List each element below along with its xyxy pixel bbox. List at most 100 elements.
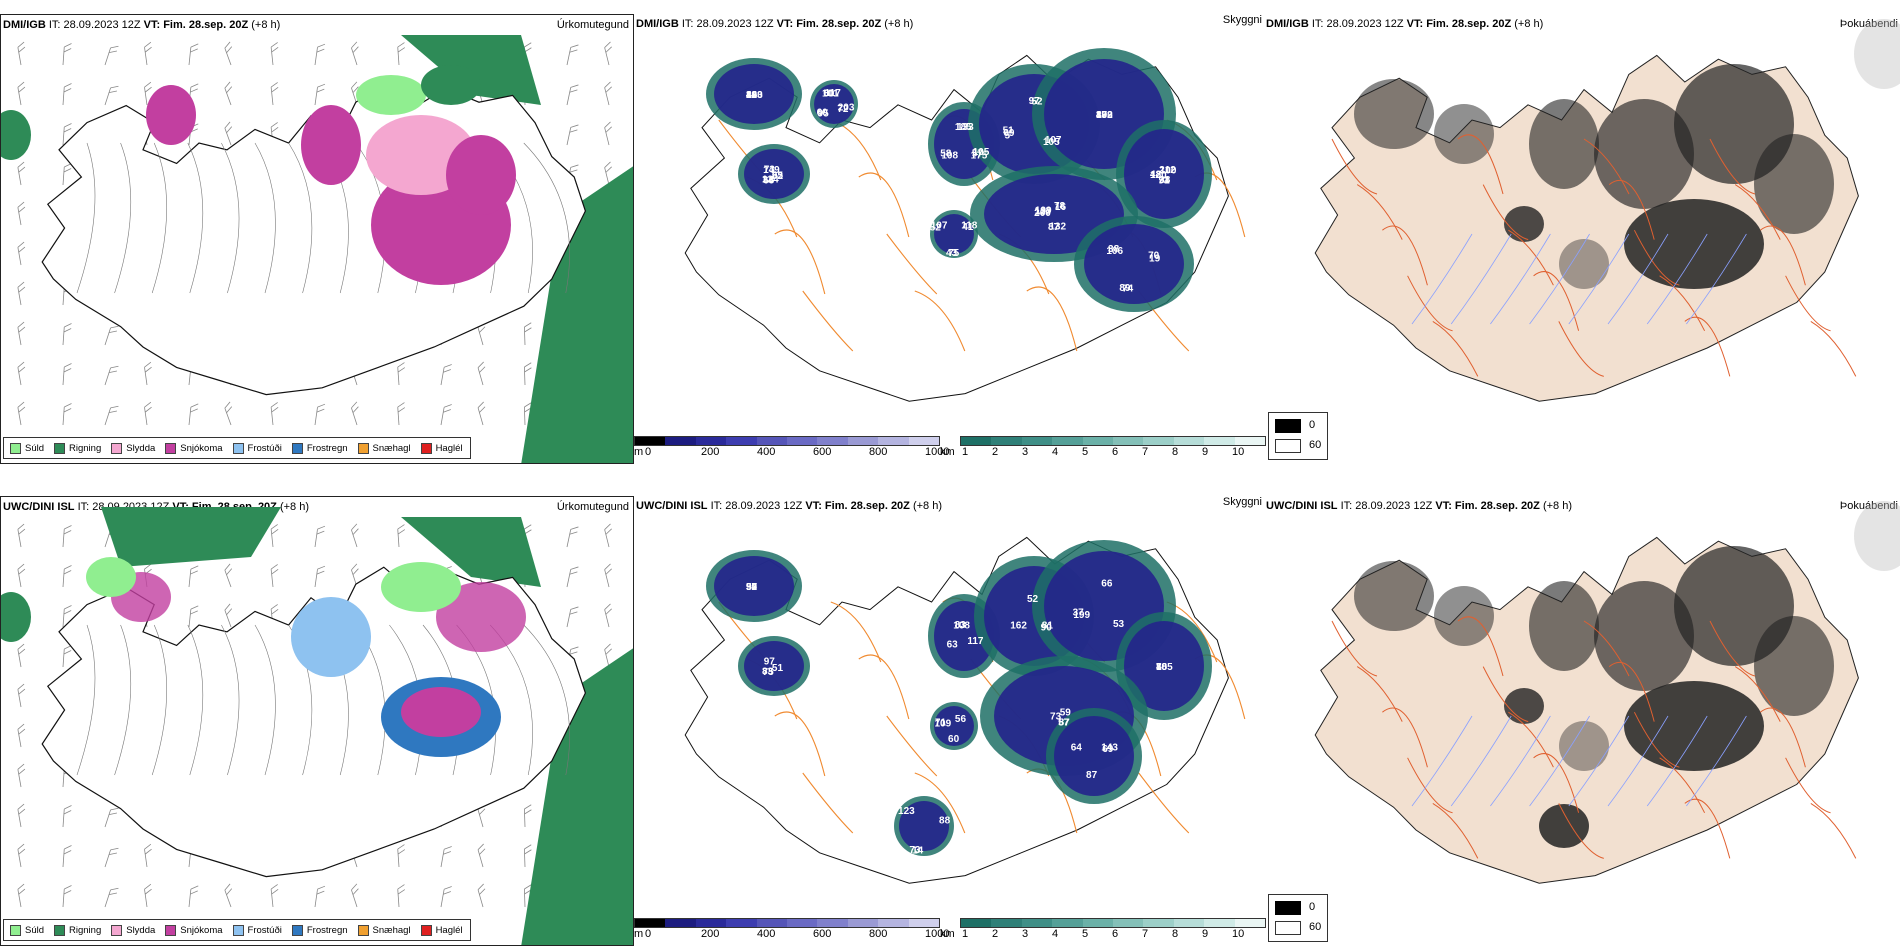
road-line: [1583, 620, 1630, 677]
legend-swatch: [420, 442, 432, 454]
wind-barb: [17, 563, 26, 588]
visibility-value: 105: [973, 147, 990, 158]
height-tick: 1000: [925, 446, 950, 458]
visibility-value: 64: [1071, 742, 1083, 753]
wind-barb: [104, 85, 119, 106]
wind-barb: [314, 83, 326, 106]
boundary-line: [76, 142, 96, 294]
km-tick: 3: [1022, 446, 1029, 458]
visibility-value: 199: [1035, 205, 1052, 216]
river-line: [1607, 233, 1669, 325]
rain-area: [101, 507, 281, 567]
height-tick: 600: [813, 446, 832, 458]
visibility-value: 87: [1059, 717, 1071, 728]
road-line: [1407, 275, 1453, 332]
road-line: [1558, 803, 1604, 859]
wind-barb: [62, 123, 72, 146]
wind-barb: [440, 886, 452, 908]
fog-area: [1854, 19, 1900, 89]
wind-barb: [477, 883, 486, 908]
visibility-area: [744, 149, 804, 199]
road-line: [830, 601, 882, 663]
wind-barb: [523, 322, 532, 346]
legend-swatch: [10, 924, 21, 936]
visibility-value: 37: [1073, 607, 1085, 618]
road-line: [1482, 666, 1529, 723]
wind-barb: [566, 124, 579, 146]
visibility-value: 95: [818, 109, 830, 120]
visibility-value: 52: [1031, 97, 1043, 108]
wind-barb: [270, 42, 279, 66]
wind-barb: [351, 41, 359, 66]
river-line: [1411, 233, 1473, 325]
wind-barb: [188, 565, 199, 588]
wind-barb: [144, 843, 152, 868]
visibility-value: 69: [1102, 744, 1114, 755]
precip-map-svg: [1, 507, 633, 945]
road-line: [1508, 229, 1554, 286]
river-line: [1490, 715, 1551, 807]
panel-label: Skyggni: [1222, 14, 1262, 26]
legend-item: Snæhagl: [357, 442, 411, 454]
visibility-value: 58: [940, 149, 952, 160]
visibility-value: 81: [1042, 621, 1054, 632]
visibility-value: 199: [1073, 610, 1090, 621]
road-line: [914, 290, 966, 352]
legend-item: Rigning: [54, 924, 101, 936]
visibility-value: 90: [1041, 622, 1053, 633]
visibility-value: 63: [947, 639, 959, 650]
visibility-area: [934, 706, 974, 746]
panel-label: Þokuábendi: [1839, 500, 1898, 512]
wind-barb: [188, 403, 199, 426]
road-line: [886, 233, 938, 295]
legend-label: Snæhagl: [372, 442, 411, 454]
river-line: [1529, 233, 1590, 325]
river-line: [1686, 715, 1747, 807]
visibility-value: 108: [953, 620, 970, 631]
visibility-value: 92: [772, 171, 784, 182]
river-line: [1411, 715, 1473, 807]
legend-swatch: [111, 924, 123, 936]
wind-barb: [62, 323, 72, 346]
visibility-value: 83: [955, 620, 967, 631]
visibility-value: 51: [1003, 125, 1015, 136]
km-tick: 4: [1052, 928, 1059, 940]
legend-label: Súld: [25, 442, 45, 454]
map-title: DMI/IGB IT: 28.09.2023 12Z VT: Fim. 28.s…: [1266, 18, 1544, 30]
wind-barb: [62, 605, 72, 628]
km-tick: 10: [1232, 446, 1245, 458]
legend-label: Frostúði: [247, 924, 282, 936]
visibility-value: 73: [764, 164, 776, 175]
km-tick: 4: [1052, 446, 1059, 458]
visibility-value: 59: [1060, 707, 1072, 718]
rain-area: [401, 35, 541, 105]
map-title: UWC/DINI ISL IT: 28.09.2023 12Z VT: Fim.…: [636, 500, 943, 512]
km-tick: 1: [962, 446, 969, 458]
rain-area: [1, 110, 31, 160]
snow-area: [301, 105, 361, 185]
height-tick: 0: [645, 928, 652, 940]
wind-barb: [270, 884, 279, 908]
precip-legend: Súld Rigning Slydda Snjókoma Frostúði Frostre…: [3, 919, 471, 941]
height-tick: 600: [813, 928, 832, 940]
wind-barb: [397, 844, 406, 868]
legend-label: Snjókoma: [180, 442, 223, 454]
km-tick: 2: [992, 446, 999, 458]
visibility-value: 200: [1034, 208, 1051, 219]
visibility-area: [899, 801, 949, 851]
river-line: [1646, 233, 1708, 325]
km-tick: 5: [1082, 928, 1089, 940]
road-line: [858, 654, 910, 720]
wind-barb: [351, 401, 359, 426]
km-tick: 5: [1082, 446, 1089, 458]
wind-barb: [440, 404, 452, 426]
visibility-value: 143: [1101, 742, 1118, 753]
legend-swatch: [10, 442, 21, 454]
visibility-value: 117: [825, 88, 842, 99]
road-line: [886, 715, 938, 777]
road-line: [802, 290, 854, 352]
wind-barb: [397, 402, 406, 426]
wind-barb: [104, 887, 119, 908]
visibility-value: 66: [1101, 579, 1113, 590]
wind-barb: [17, 361, 26, 386]
